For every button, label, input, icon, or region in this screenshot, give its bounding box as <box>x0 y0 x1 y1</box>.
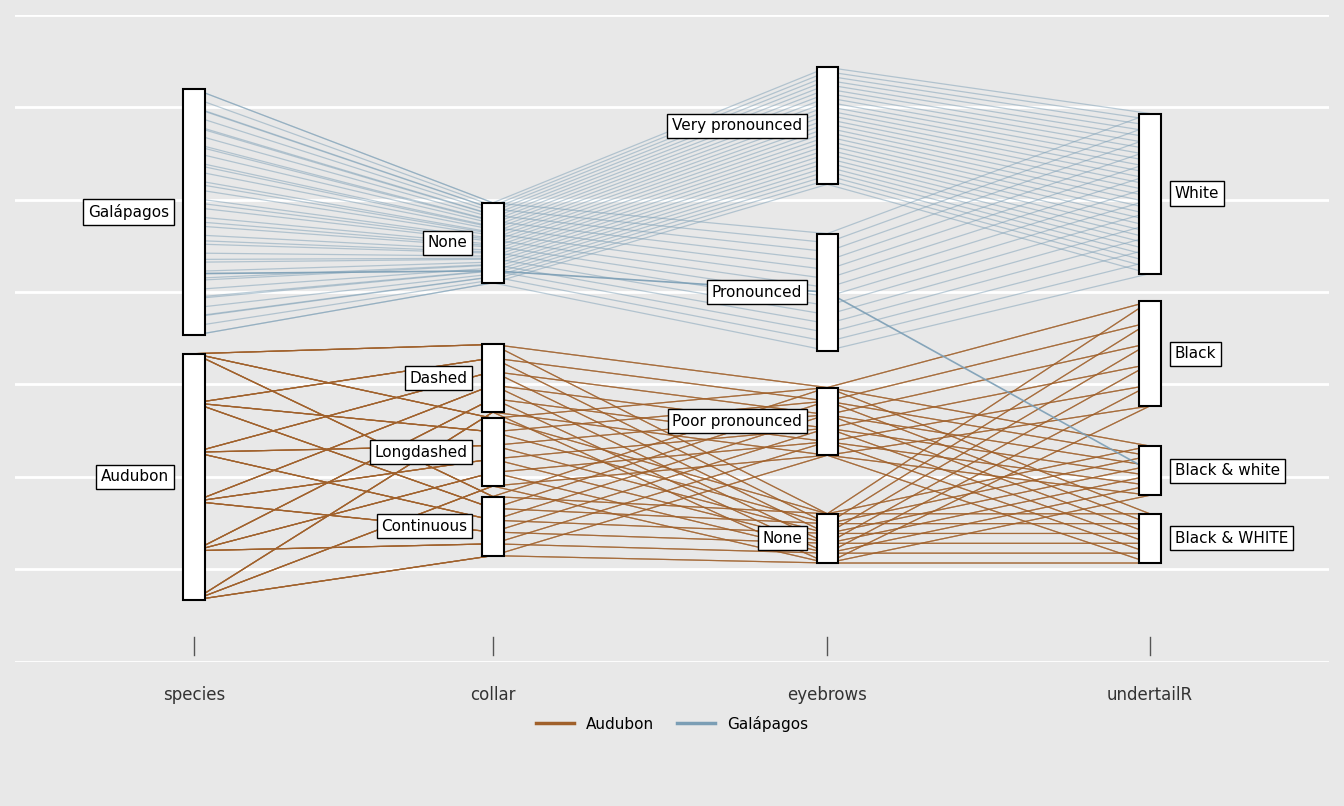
FancyBboxPatch shape <box>482 496 504 555</box>
Text: eyebrows: eyebrows <box>788 686 867 704</box>
Text: None: None <box>762 531 802 546</box>
FancyBboxPatch shape <box>183 89 204 335</box>
FancyBboxPatch shape <box>1140 446 1161 495</box>
Text: Black: Black <box>1175 346 1216 361</box>
Text: Black & WHITE: Black & WHITE <box>1175 531 1289 546</box>
Text: Dashed: Dashed <box>410 371 468 386</box>
FancyBboxPatch shape <box>482 203 504 283</box>
Text: Longdashed: Longdashed <box>375 445 468 459</box>
Text: undertailR: undertailR <box>1106 686 1193 704</box>
FancyBboxPatch shape <box>817 68 839 185</box>
Text: collar: collar <box>470 686 516 704</box>
Legend: Audubon, Galápagos: Audubon, Galápagos <box>530 710 814 738</box>
Text: Audubon: Audubon <box>101 469 169 484</box>
Text: species: species <box>163 686 226 704</box>
FancyBboxPatch shape <box>1140 114 1161 273</box>
Text: Poor pronounced: Poor pronounced <box>672 414 802 429</box>
Text: Black & white: Black & white <box>1175 463 1279 478</box>
FancyBboxPatch shape <box>183 354 204 600</box>
Text: Pronounced: Pronounced <box>712 285 802 300</box>
FancyBboxPatch shape <box>817 388 839 455</box>
FancyBboxPatch shape <box>1140 301 1161 406</box>
FancyBboxPatch shape <box>482 344 504 412</box>
FancyBboxPatch shape <box>817 234 839 351</box>
Text: None: None <box>427 235 468 251</box>
Text: Galápagos: Galápagos <box>87 204 169 220</box>
Text: White: White <box>1175 186 1219 201</box>
FancyBboxPatch shape <box>482 418 504 486</box>
FancyBboxPatch shape <box>817 513 839 563</box>
FancyBboxPatch shape <box>1140 513 1161 563</box>
Text: Continuous: Continuous <box>382 518 468 534</box>
Text: Very pronounced: Very pronounced <box>672 118 802 133</box>
